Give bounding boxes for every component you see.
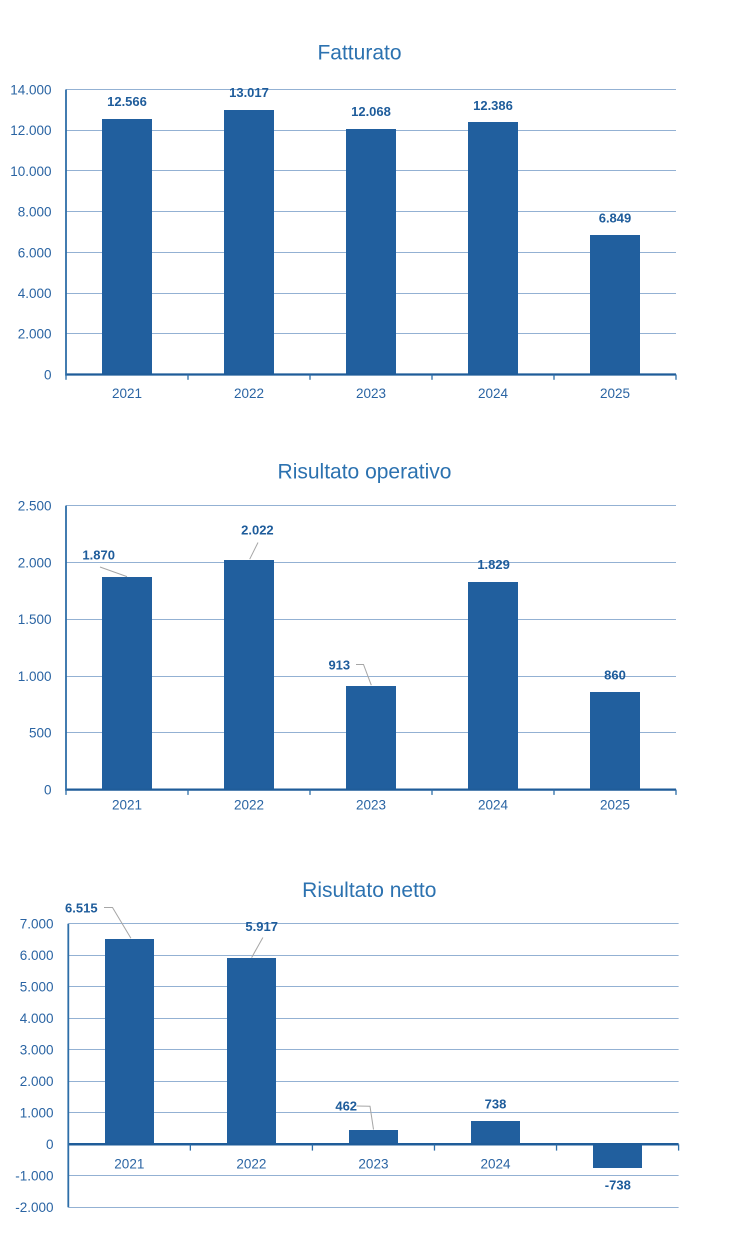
svg-text:13.017: 13.017 (229, 85, 269, 100)
svg-text:2021: 2021 (112, 797, 142, 812)
svg-text:2023: 2023 (356, 797, 386, 812)
svg-text:2022: 2022 (236, 1157, 266, 1172)
svg-text:Risultato netto: Risultato netto (302, 879, 436, 902)
svg-text:738: 738 (485, 1096, 507, 1111)
svg-text:2023: 2023 (358, 1157, 388, 1172)
svg-text:860: 860 (604, 667, 626, 682)
svg-text:-2.000: -2.000 (15, 1200, 53, 1215)
svg-text:5.917: 5.917 (245, 919, 278, 934)
svg-text:2.000: 2.000 (18, 327, 52, 342)
svg-text:913: 913 (328, 658, 350, 673)
svg-text:2023: 2023 (356, 386, 386, 401)
svg-text:-1.000: -1.000 (15, 1169, 53, 1184)
svg-text:1.000: 1.000 (18, 669, 52, 684)
svg-text:2022: 2022 (234, 797, 264, 812)
svg-text:6.000: 6.000 (20, 948, 54, 963)
svg-text:2021: 2021 (114, 1157, 144, 1172)
svg-text:5.000: 5.000 (20, 980, 54, 995)
svg-text:12.386: 12.386 (473, 98, 513, 113)
svg-text:2.000: 2.000 (20, 1074, 54, 1089)
svg-text:0: 0 (46, 1137, 54, 1152)
svg-text:1.829: 1.829 (477, 557, 510, 572)
svg-text:0: 0 (44, 367, 52, 382)
svg-text:2024: 2024 (478, 386, 509, 401)
svg-text:12.566: 12.566 (107, 94, 147, 109)
svg-text:2024: 2024 (478, 797, 509, 812)
svg-text:2025: 2025 (600, 386, 630, 401)
svg-text:12.000: 12.000 (10, 123, 51, 138)
svg-text:2025: 2025 (600, 797, 630, 812)
svg-text:2024: 2024 (480, 1157, 511, 1172)
svg-text:2.500: 2.500 (18, 499, 52, 514)
svg-text:6.515: 6.515 (65, 901, 98, 916)
svg-text:-738: -738 (605, 1178, 631, 1193)
svg-text:10.000: 10.000 (10, 164, 51, 179)
svg-text:1.000: 1.000 (20, 1106, 54, 1121)
svg-text:1.500: 1.500 (18, 612, 52, 627)
svg-text:2022: 2022 (234, 386, 264, 401)
svg-text:2.022: 2.022 (241, 523, 274, 538)
svg-text:8.000: 8.000 (18, 205, 52, 220)
svg-text:6.000: 6.000 (18, 245, 52, 260)
svg-text:2021: 2021 (112, 386, 142, 401)
svg-text:1.870: 1.870 (82, 548, 115, 563)
svg-text:0: 0 (44, 783, 52, 798)
svg-text:500: 500 (29, 726, 52, 741)
svg-text:2.000: 2.000 (18, 555, 52, 570)
svg-text:462: 462 (335, 1098, 357, 1113)
svg-text:6.849: 6.849 (599, 210, 632, 225)
svg-text:7.000: 7.000 (20, 917, 54, 932)
svg-text:14.000: 14.000 (10, 82, 51, 97)
svg-text:12.068: 12.068 (351, 104, 391, 119)
svg-text:4.000: 4.000 (20, 1011, 54, 1026)
svg-text:Fatturato: Fatturato (317, 42, 401, 65)
svg-text:4.000: 4.000 (18, 286, 52, 301)
svg-text:Risultato operativo: Risultato operativo (278, 461, 452, 484)
svg-text:3.000: 3.000 (20, 1043, 54, 1058)
